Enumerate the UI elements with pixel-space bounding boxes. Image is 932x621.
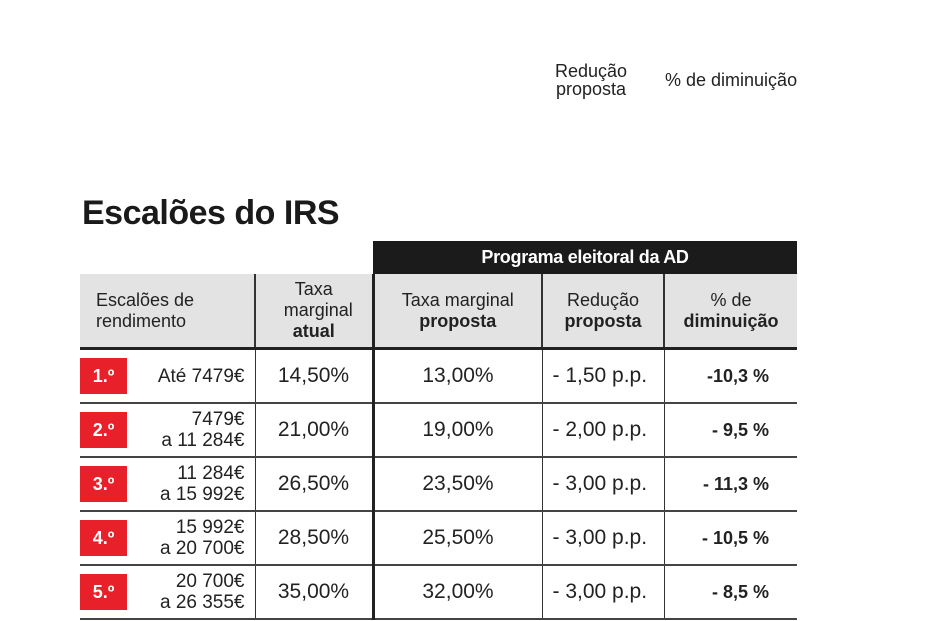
decrease-percent: - 10,5 % (663, 511, 797, 566)
income-range: 7479€ a 11 284€ (161, 409, 245, 451)
current-rate: 21,00% (254, 403, 373, 458)
rank-badge: 1.º (80, 358, 127, 394)
bracket-cell: 5.º 20 700€ a 26 355€ (80, 565, 255, 620)
reduction: - 3,00 p.p. (541, 511, 664, 566)
page-title: Escalões do IRS (82, 194, 340, 232)
proposed-rate: 25,50% (371, 511, 542, 566)
decrease-percent: - 11,3 % (663, 457, 797, 512)
rank-badge: 2.º (80, 412, 127, 448)
table-row: 4.º 15 992€ a 20 700€ 28,50% 25,50% - 3,0… (80, 511, 797, 566)
current-rate: 28,50% (254, 511, 373, 566)
header-taxa-atual: Taxa marginal atual (254, 274, 373, 350)
legend-diminuicao: % de diminuição (665, 70, 798, 90)
current-rate: 14,50% (254, 348, 373, 404)
bracket-cell: 3.º 11 284€ a 15 992€ (80, 457, 255, 512)
decrease-percent: -10,3 % (663, 348, 797, 404)
table-row: 1.º Até 7479€ 14,50% 13,00% - 1,50 p.p. … (80, 348, 797, 404)
rank-badge: 5.º (80, 574, 127, 610)
proposed-rate: 23,50% (371, 457, 542, 512)
proposed-rate: 13,00% (371, 348, 542, 404)
header-reducao: Redução proposta (541, 274, 664, 350)
reduction: - 3,00 p.p. (541, 565, 664, 620)
bracket-cell: 1.º Até 7479€ (80, 348, 255, 404)
rank-badge: 4.º (80, 520, 127, 556)
header-diminuicao: % de diminuição (663, 274, 797, 350)
header-escaloes: Escalões de rendimento (80, 274, 255, 350)
current-rate: 35,00% (254, 565, 373, 620)
proposed-rate: 32,00% (371, 565, 542, 620)
irs-table: Escalões de rendimento Taxa marginal atua… (80, 274, 797, 620)
reduction: - 3,00 p.p. (541, 457, 664, 512)
table-row: 5.º 20 700€ a 26 355€ 35,00% 32,00% - 3,0… (80, 565, 797, 620)
legend-reducao: Redução proposta (554, 61, 628, 99)
income-range: 15 992€ a 20 700€ (159, 517, 245, 559)
header-row: Escalões de rendimento Taxa marginal atua… (80, 274, 797, 350)
program-banner: Programa eleitoral da AD (373, 241, 797, 274)
current-rate: 26,50% (254, 457, 373, 512)
bracket-cell: 2.º 7479€ a 11 284€ (80, 403, 255, 458)
rank-badge: 3.º (80, 466, 127, 502)
proposed-rate: 19,00% (371, 403, 542, 458)
income-range: Até 7479€ (157, 365, 245, 387)
reduction: - 2,00 p.p. (541, 403, 664, 458)
income-range: 11 284€ a 15 992€ (159, 463, 245, 505)
table-row: 3.º 11 284€ a 15 992€ 26,50% 23,50% - 3,0… (80, 457, 797, 512)
decrease-percent: - 8,5 % (663, 565, 797, 620)
decrease-percent: - 9,5 % (663, 403, 797, 458)
header-taxa-proposta: Taxa marginal proposta (371, 274, 542, 350)
reduction: - 1,50 p.p. (541, 348, 664, 404)
table-row: 2.º 7479€ a 11 284€ 21,00% 19,00% - 2,00 … (80, 403, 797, 458)
bracket-cell: 4.º 15 992€ a 20 700€ (80, 511, 255, 566)
income-range: 20 700€ a 26 355€ (159, 571, 245, 613)
